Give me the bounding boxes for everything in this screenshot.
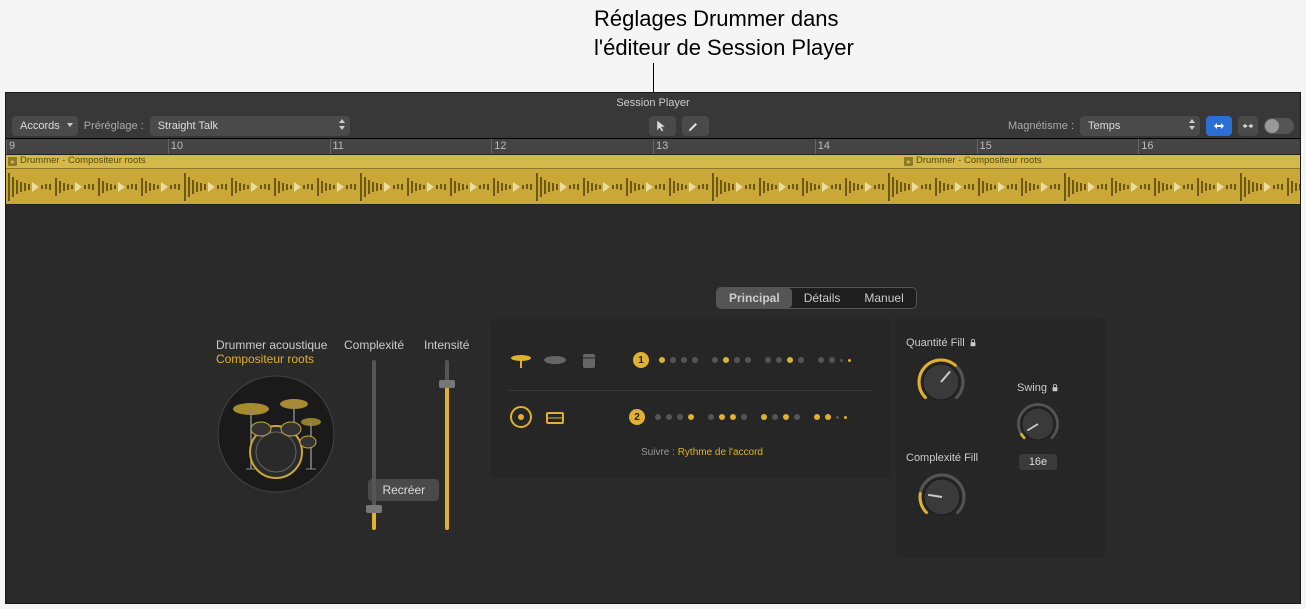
time-ruler[interactable]: 910111213141516: [6, 139, 1300, 155]
chords-dropdown[interactable]: Accords: [12, 116, 78, 136]
hihat-icon[interactable]: [509, 348, 533, 372]
updown-icon: [1189, 119, 1195, 123]
pencil-icon: [688, 120, 700, 132]
follow-text: Suivre : Rythme de l'accord: [641, 447, 873, 458]
fill-cx-knob[interactable]: Complexité Fill: [906, 448, 978, 524]
lock-icon: [1051, 384, 1059, 392]
drum-kit-icon[interactable]: [216, 374, 336, 494]
preset-name: Straight Talk: [158, 120, 218, 132]
swing-display[interactable]: 16e: [1019, 454, 1057, 470]
region-lane[interactable]: Drummer - Compositeur roots Drummer - Co…: [6, 155, 1300, 169]
intensity-label: Intensité: [424, 338, 469, 352]
snap-dropdown[interactable]: Temps: [1080, 116, 1200, 136]
pointer-icon: [655, 120, 667, 132]
fill-cx-label: Complexité Fill: [906, 452, 978, 464]
preset-prefix: Préréglage :: [84, 120, 144, 132]
editor-tabs: Principal Détails Manuel: [716, 287, 917, 309]
preset-dropdown[interactable]: Straight Talk: [150, 116, 350, 136]
intensity-slider[interactable]: [445, 360, 449, 530]
swing-knob[interactable]: Swing 16e: [1014, 378, 1062, 470]
session-player-window: Session Player Accords Préréglage : Stra…: [5, 92, 1301, 604]
chevron-down-icon: [67, 123, 73, 127]
toggle-switch[interactable]: [1264, 118, 1294, 134]
snap-prefix: Magnétisme :: [1008, 120, 1074, 132]
pointer-tool[interactable]: [649, 116, 676, 136]
region-label: Drummer - Compositeur roots: [902, 155, 1042, 166]
tab-details[interactable]: Détails: [792, 288, 853, 308]
link-icon: [1212, 120, 1226, 132]
pattern-badge-2[interactable]: 2: [629, 409, 645, 425]
complexity-label: Complexité: [344, 338, 404, 352]
intensity-slider-group: Intensité: [424, 338, 469, 530]
swing-label: Swing: [1017, 382, 1059, 394]
toolbar: Accords Préréglage : Straight Talk Magné…: [6, 113, 1300, 139]
tab-manual[interactable]: Manuel: [852, 288, 915, 308]
lock-icon: [969, 339, 977, 347]
chords-label: Accords: [20, 120, 60, 132]
pattern-dots-2[interactable]: [655, 414, 847, 420]
pattern-panel: 1 2 Suivre : Rythme de l'accord: [491, 318, 891, 478]
fill-qty-label: Quantité Fill: [906, 337, 977, 349]
drum-waveform[interactable]: [6, 169, 1300, 205]
arrows-icon: [1242, 120, 1254, 132]
region-label: Drummer - Compositeur roots: [6, 155, 146, 166]
snare-icon[interactable]: [543, 405, 567, 429]
pattern-badge-1[interactable]: 1: [633, 352, 649, 368]
updown-icon: [339, 119, 345, 123]
knob-panel: Quantité Fill Complexité Fill Swing 16e: [896, 318, 1106, 558]
updown-icon: [1189, 126, 1195, 130]
pattern-dots-1[interactable]: [659, 357, 851, 363]
snap-value: Temps: [1088, 120, 1120, 132]
complexity-slider[interactable]: [372, 360, 376, 530]
pencil-tool[interactable]: [682, 116, 709, 136]
tab-principal[interactable]: Principal: [717, 288, 792, 308]
updown-icon: [339, 126, 345, 130]
fill-qty-knob[interactable]: Quantité Fill: [906, 333, 977, 409]
tom-icon[interactable]: [577, 348, 601, 372]
ride-icon[interactable]: [543, 348, 567, 372]
window-title: Session Player: [6, 93, 1300, 113]
annotation-callout: Réglages Drummer dans l'éditeur de Sessi…: [594, 5, 854, 62]
catch-button[interactable]: [1238, 116, 1258, 136]
kick-icon[interactable]: [509, 405, 533, 429]
link-button[interactable]: [1206, 116, 1232, 136]
callout-line: [653, 63, 654, 93]
pattern-row-hats: 1: [509, 348, 873, 372]
pattern-row-kicksnare: 2: [509, 405, 873, 429]
complexity-slider-group: Complexité: [344, 338, 404, 530]
